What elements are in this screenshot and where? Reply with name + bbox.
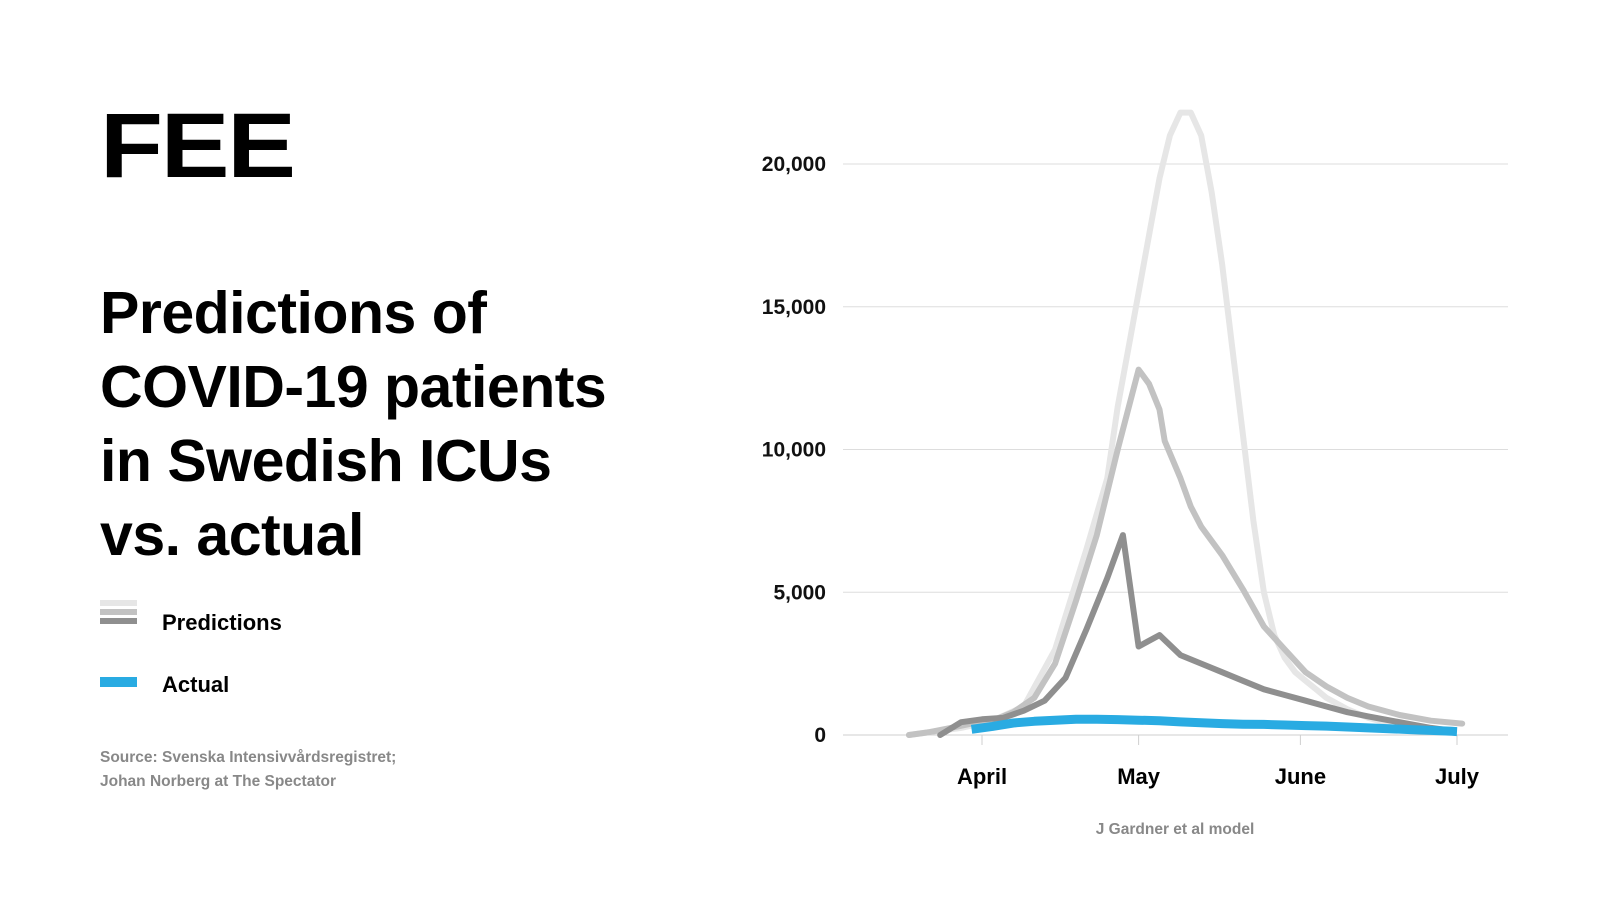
chart-series <box>905 109 1466 738</box>
title-line-4: vs. actual <box>100 502 364 568</box>
series-line-prediction-high <box>905 109 1455 738</box>
prediction-swatch-high <box>100 600 137 606</box>
legend-label-actual: Actual <box>162 672 230 697</box>
y-axis-ticks: 0 5,000 10,000 15,000 20,000 <box>762 153 826 747</box>
legend-label-predictions: Predictions <box>162 610 282 635</box>
source-line-2: Johan Norberg at The Spectator <box>100 773 336 790</box>
x-tick-label-0: April <box>957 764 1007 789</box>
fee-logo: FEE <box>100 95 296 197</box>
y-tick-label-4: 20,000 <box>762 153 826 176</box>
source-line-1: Source: Svenska Intensivvårdsregistret; <box>100 749 397 766</box>
actual-swatch-bar <box>100 677 137 687</box>
prediction-swatch-low <box>100 618 137 624</box>
title-line-3: in Swedish ICUs <box>100 428 552 494</box>
y-tick-label-3: 15,000 <box>762 296 826 319</box>
series-line-prediction-low <box>937 532 1455 738</box>
source-note: Source: Svenska Intensivvårdsregistret; … <box>100 746 396 794</box>
model-annotation: J Gardner et al model <box>1096 821 1255 838</box>
legend-item-predictions: Predictions <box>100 600 400 642</box>
y-tick-label-0: 0 <box>814 724 826 747</box>
x-tick-label-1: May <box>1117 764 1161 789</box>
x-axis-ticks: April May June July <box>957 735 1480 789</box>
page-title: Predictions of COVID-19 patients in Swed… <box>100 276 700 572</box>
series-line-prediction-medium <box>905 366 1466 738</box>
title-line-1: Predictions of <box>100 280 487 346</box>
y-tick-label-1: 5,000 <box>773 581 826 604</box>
chart-gridlines <box>843 163 1508 736</box>
y-tick-label-2: 10,000 <box>762 439 826 462</box>
title-line-2: COVID-19 patients <box>100 354 607 420</box>
x-tick-label-2: June <box>1275 764 1326 789</box>
x-tick-label-3: July <box>1435 764 1480 789</box>
series-line-actual <box>970 714 1458 737</box>
legend-item-actual: Actual <box>100 672 400 704</box>
prediction-swatch-medium <box>100 609 137 615</box>
